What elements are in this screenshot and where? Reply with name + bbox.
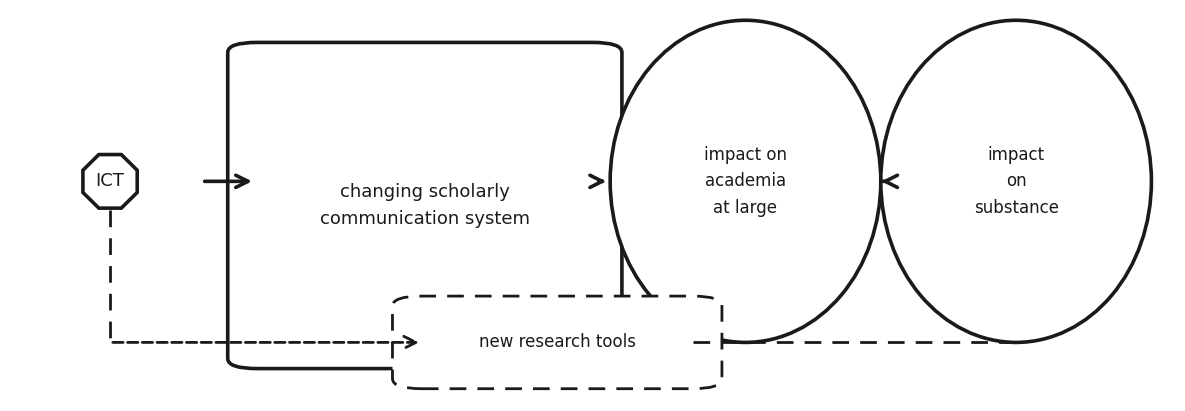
- Text: changing scholarly
communication system: changing scholarly communication system: [320, 183, 530, 228]
- FancyBboxPatch shape: [228, 42, 622, 369]
- Text: ICT: ICT: [96, 172, 124, 190]
- Ellipse shape: [610, 20, 880, 342]
- FancyBboxPatch shape: [392, 296, 722, 389]
- Ellipse shape: [880, 20, 1152, 342]
- Polygon shape: [83, 155, 137, 208]
- Text: impact
on
substance: impact on substance: [974, 146, 1058, 217]
- Text: new research tools: new research tools: [479, 333, 635, 351]
- Text: impact on
academia
at large: impact on academia at large: [704, 146, 787, 217]
